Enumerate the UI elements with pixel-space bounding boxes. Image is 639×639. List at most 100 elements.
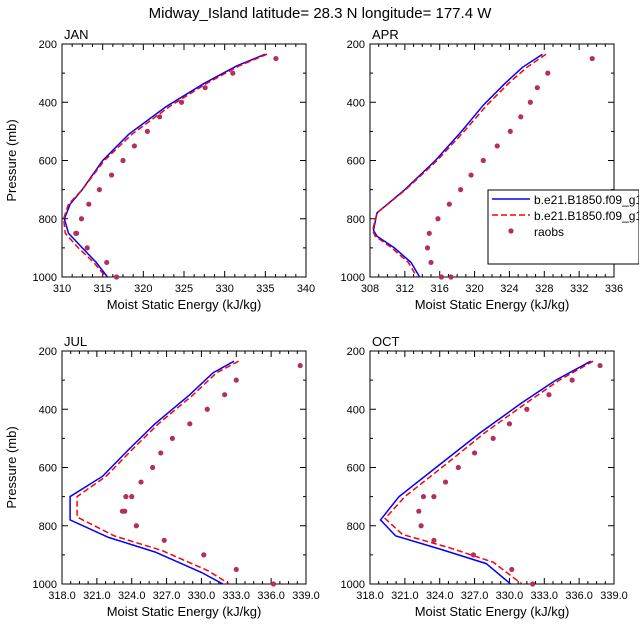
apr-xtick-label: 320 <box>465 283 483 295</box>
jan-model-solid-line <box>63 53 266 277</box>
jul-xtick-label: 327.0 <box>153 590 181 602</box>
panel-apr: APR 308 312 316 320 324 328 332 336 200 400 600 800 1… <box>341 27 624 312</box>
apr-xtick-label: 308 <box>361 283 379 295</box>
jul-xtick-label: 318.0 <box>48 590 76 602</box>
jan-raobs-point <box>104 259 110 266</box>
jan-xtick-label: 310 <box>53 283 71 295</box>
apr-xtick-label: 336 <box>605 283 623 295</box>
oct-xtick-label: 339.0 <box>600 590 628 602</box>
oct-raobs-point <box>569 377 575 383</box>
apr-panel-title: APR <box>372 27 399 42</box>
jan-raobs-point <box>131 143 137 149</box>
jan-raobs-point <box>74 230 80 236</box>
jul-raobs-point <box>123 494 129 500</box>
figure-title: Midway_Island latitude= 28.3 N longitude… <box>149 5 493 22</box>
oct-raobs-point <box>470 552 477 558</box>
oct-ytick-label: 1000 <box>341 579 365 591</box>
apr-model-dashed-line <box>371 53 547 277</box>
jul-xtick-label: 330.0 <box>188 590 216 602</box>
apr-raobs-point <box>589 55 595 62</box>
apr-raobs-point <box>480 157 486 164</box>
oct-raobs-point <box>524 406 530 412</box>
legend-swatch-raobs <box>508 228 514 234</box>
jul-raobs-point <box>133 523 139 529</box>
jul-xtick-label: 324.0 <box>118 590 146 602</box>
apr-xtick-label: 328 <box>535 283 553 295</box>
oct-panel-title: OCT <box>372 334 400 349</box>
apr-raobs-point <box>424 245 431 251</box>
jul-xaxis-label: Moist Static Energy (kJ/kg) <box>107 604 262 619</box>
jan-raobs-point <box>230 70 236 76</box>
jan-raobs-point <box>157 114 163 120</box>
jul-raobs-point <box>222 392 228 398</box>
apr-raobs-point <box>507 128 513 134</box>
apr-raobs-point <box>448 274 454 280</box>
oct-model-dashed-line <box>384 360 594 584</box>
jan-raobs-point <box>109 172 115 178</box>
panel-oct: OCT 318.0 321.0 324.0 327.0 330.0 333.0 336.0 33… <box>341 334 628 619</box>
oct-ytick-label: 200 <box>347 346 365 358</box>
oct-raobs-point <box>546 392 552 398</box>
oct-raobs-point <box>420 494 427 500</box>
jul-raobs-point <box>187 421 193 427</box>
oct-xtick-label: 318.0 <box>356 590 384 602</box>
oct-ytick-label: 400 <box>347 404 365 416</box>
apr-raobs-point <box>494 143 500 149</box>
legend-box <box>487 189 639 265</box>
apr-raobs-point <box>446 201 452 207</box>
oct-raobs-point <box>490 435 496 441</box>
jul-raobs-point <box>270 581 277 587</box>
apr-raobs-point <box>435 216 441 222</box>
jan-ytick-label: 600 <box>39 156 57 168</box>
jan-yaxis-label: Pressure (mb) <box>4 119 19 201</box>
jul-raobs-point <box>204 406 210 412</box>
jan-raobs-point <box>202 85 208 91</box>
apr-raobs-point <box>428 259 434 266</box>
oct-xtick-label: 324.0 <box>426 590 454 602</box>
jan-model-dashed-line <box>62 53 268 277</box>
jul-raobs-point <box>233 377 239 383</box>
apr-raobs-point <box>534 85 540 91</box>
jan-ytick-label: 400 <box>39 97 57 109</box>
apr-raobs-point <box>468 172 474 178</box>
jul-raobs-point <box>150 464 156 471</box>
jul-raobs-point <box>161 537 167 543</box>
jul-yaxis-label: Pressure (mb) <box>4 426 19 508</box>
oct-raobs-point <box>471 450 478 456</box>
jul-raobs-point <box>169 435 175 441</box>
jul-ytick-label: 600 <box>39 463 57 475</box>
apr-ytick-label: 400 <box>347 97 365 109</box>
apr-xaxis-label: Moist Static Energy (kJ/kg) <box>415 297 570 312</box>
jan-xtick-label: 340 <box>297 283 315 295</box>
oct-xtick-label: 336.0 <box>565 590 593 602</box>
legend-label-raobs: raobs <box>534 225 564 239</box>
panel-jan: JAN 310 315 320 325 330 335 340 200 400 600 800 1000… <box>4 27 315 312</box>
oct-raobs-point <box>431 494 437 500</box>
legend-label-model-dashed: b.e21.B1850.f09_g17 <box>534 209 639 223</box>
apr-ytick-label: 800 <box>347 214 365 226</box>
jan-xtick-label: 335 <box>256 283 274 295</box>
jan-plot-frame <box>61 43 307 278</box>
jul-raobs-point <box>233 566 239 573</box>
apr-xtick-label: 324 <box>500 283 518 295</box>
apr-raobs-point <box>426 230 432 236</box>
panel-jul: JUL 318.0 321.0 324.0 327.0 330.0 333.0 336.0 33… <box>4 334 320 619</box>
jul-model-solid-line <box>69 360 235 584</box>
oct-model-solid-line <box>379 360 592 584</box>
oct-ytick-label: 600 <box>347 463 365 475</box>
jan-raobs-point <box>178 99 185 105</box>
oct-xtick-label: 333.0 <box>531 590 559 602</box>
legend: b.e21.B1850.f09_g17 b.e21.B1850.f09_g17 … <box>487 189 639 265</box>
legend-label-model-solid: b.e21.B1850.f09_g17 <box>534 193 639 207</box>
jan-raobs-point <box>84 245 90 251</box>
jul-ytick-label: 800 <box>39 521 57 533</box>
oct-plot-frame <box>369 350 615 585</box>
jan-ytick-label: 200 <box>39 39 57 51</box>
jan-raobs-point <box>144 128 150 134</box>
jan-raobs-point <box>120 157 126 164</box>
oct-raobs-point <box>530 581 536 587</box>
oct-xtick-label: 327.0 <box>461 590 489 602</box>
oct-raobs-point <box>416 508 422 514</box>
jan-raobs-point <box>78 216 85 222</box>
